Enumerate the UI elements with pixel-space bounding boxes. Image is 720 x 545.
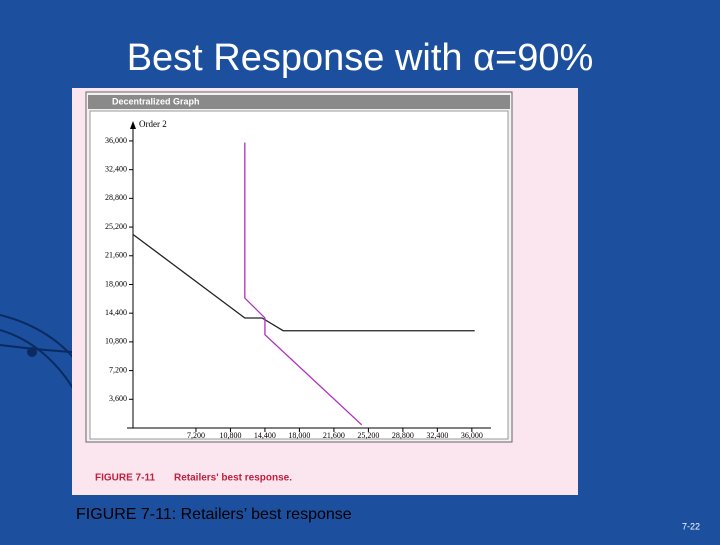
y-tick-label: 25,200: [105, 222, 127, 231]
x-tick-label: 7,200: [187, 431, 205, 440]
y-axis-label: Order 2: [139, 119, 167, 129]
x-tick-label: 10,800: [219, 431, 241, 440]
x-tick-label: 32,400: [426, 431, 448, 440]
plot-area: [89, 110, 509, 440]
y-tick-label: 28,800: [105, 193, 127, 202]
x-tick-label: 21,600: [323, 431, 345, 440]
window-title-bar: [88, 95, 510, 109]
y-tick-label: 36,000: [105, 136, 127, 145]
x-tick-label: 18,000: [288, 431, 310, 440]
figure-caption: Retailers' best response.: [174, 473, 292, 484]
x-tick-label: 28,800: [392, 431, 414, 440]
y-tick-label: 32,400: [105, 164, 127, 173]
slide-title: Best Response with α=90%: [127, 37, 594, 79]
window-title: Decentralized Graph: [112, 96, 200, 106]
decoration: [27, 347, 37, 357]
y-tick-label: 18,000: [105, 279, 127, 288]
page-number: 7-22: [682, 521, 700, 531]
x-tick-label: 25,200: [357, 431, 379, 440]
x-tick-label: 14,400: [254, 431, 276, 440]
y-axis-arrow: [130, 121, 136, 129]
y-tick-label: 3,600: [109, 394, 127, 403]
decoration: [0, 344, 73, 353]
y-tick-label: 21,600: [105, 251, 127, 260]
x-tick-label: 36,000: [461, 431, 483, 440]
series-line: [132, 233, 475, 332]
y-tick-label: 7,200: [109, 365, 127, 374]
series-line: [244, 142, 363, 426]
y-tick-label: 10,800: [105, 337, 127, 346]
caption: FIGURE 7-11: Retailers’ best response: [76, 506, 352, 523]
y-tick-label: 14,400: [105, 308, 127, 317]
figure-label: FIGURE 7-11: [95, 473, 155, 484]
